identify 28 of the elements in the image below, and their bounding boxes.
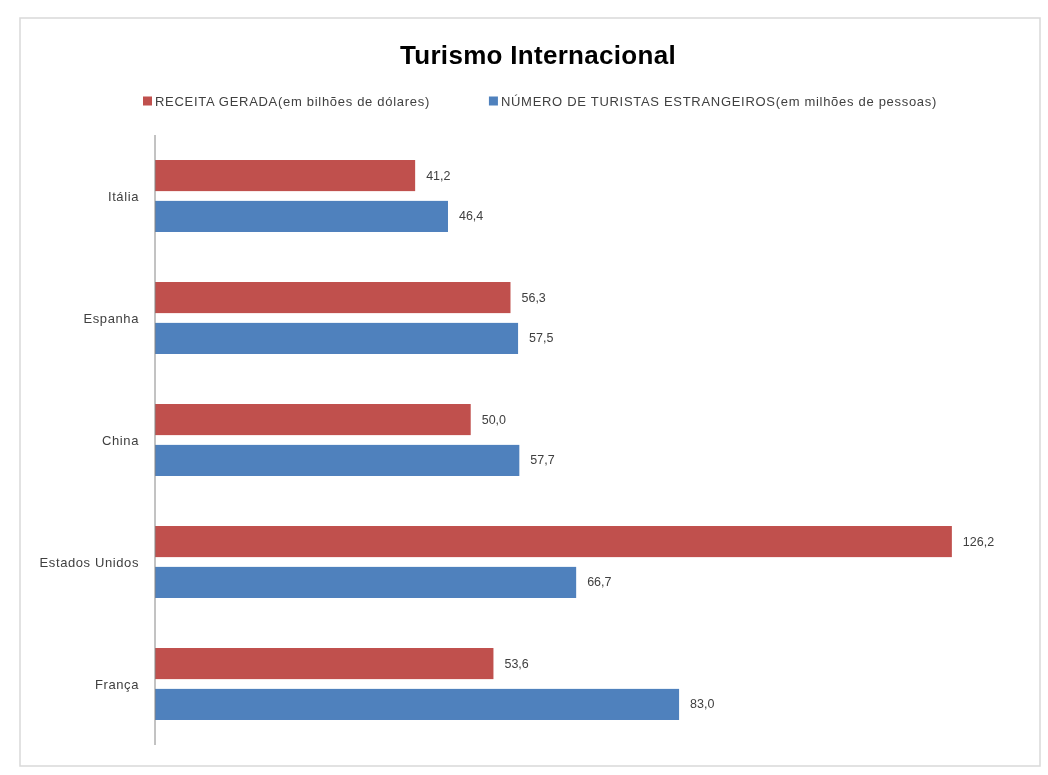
bar xyxy=(155,282,511,314)
y-tick-label: China xyxy=(102,432,140,448)
data-label: 41,2 xyxy=(426,168,451,183)
y-tick-label: Espanha xyxy=(83,310,140,326)
bar xyxy=(155,526,952,558)
y-tick-label: Estados Unidos xyxy=(39,554,139,570)
data-label: 56,3 xyxy=(521,290,546,305)
bar xyxy=(155,200,448,232)
legend-label: RECEITA GERADA(em bilhões de dólares) xyxy=(155,93,430,109)
data-label: 50,0 xyxy=(481,412,507,427)
data-label: 66,7 xyxy=(587,575,612,590)
data-label: 57,5 xyxy=(529,331,554,346)
y-tick-label: França xyxy=(94,676,140,692)
bar xyxy=(155,648,494,680)
bar xyxy=(155,688,680,720)
bar xyxy=(155,322,519,354)
bar xyxy=(155,404,471,436)
chart-title: Turismo Internacional xyxy=(400,40,676,70)
data-label: 53,6 xyxy=(504,656,529,671)
data-label: 46,4 xyxy=(458,209,484,224)
legend-label: NÚMERO DE TURISTAS ESTRANGEIROS(em milhões de pessoas) xyxy=(500,93,937,109)
bar xyxy=(155,444,520,476)
bar xyxy=(155,566,577,598)
bar xyxy=(155,160,416,192)
y-tick-label: Itália xyxy=(107,188,140,204)
data-label: 57,7 xyxy=(530,453,555,468)
data-label: 126,2 xyxy=(962,534,995,549)
data-label: 83,0 xyxy=(690,697,715,712)
